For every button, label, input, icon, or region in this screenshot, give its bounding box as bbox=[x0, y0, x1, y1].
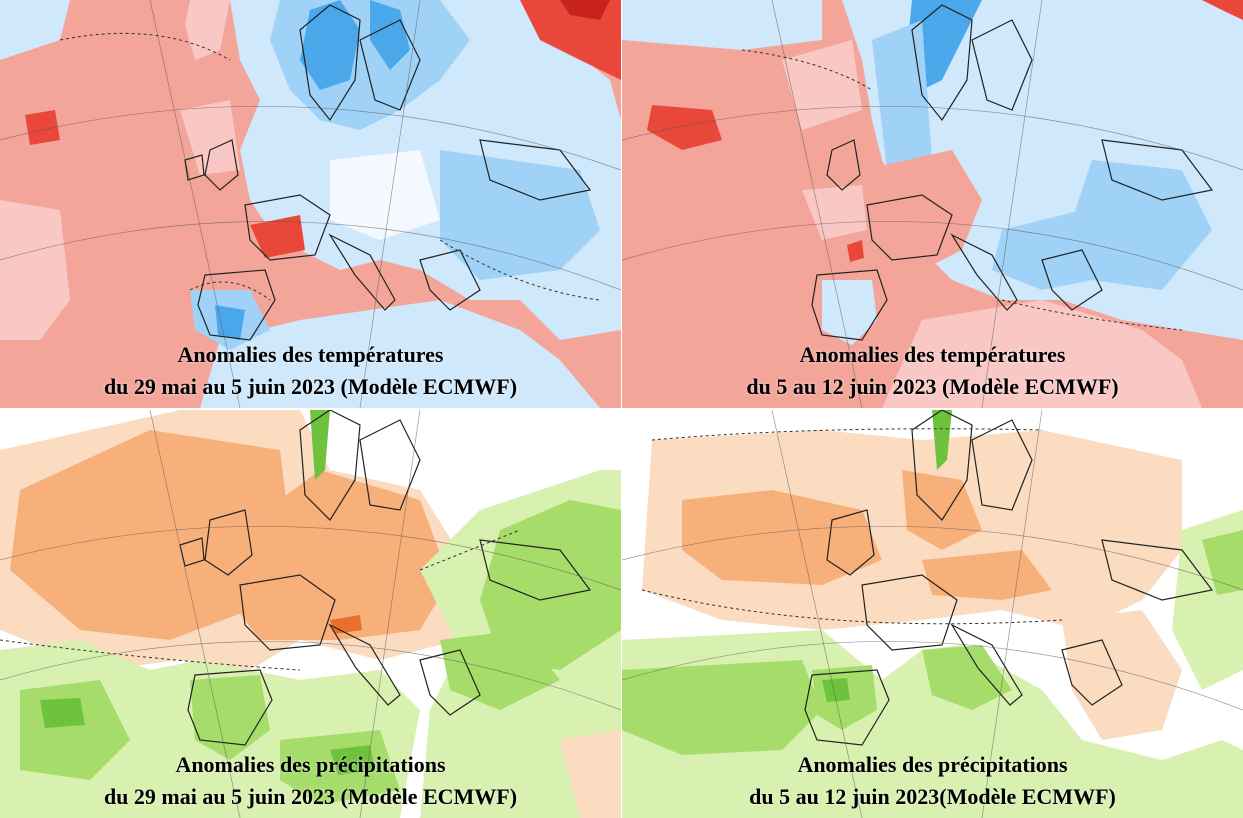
caption-title: Anomalies des températures bbox=[799, 342, 1066, 367]
precipitation-anomaly-map-week2: Anomalies des précipitations du 5 au 12 … bbox=[622, 410, 1243, 818]
map-caption: Anomalies des températures du 29 mai au … bbox=[0, 339, 621, 403]
map-caption: Anomalies des précipitations du 5 au 12 … bbox=[622, 749, 1243, 813]
caption-title: Anomalies des précipitations bbox=[175, 752, 446, 777]
temperature-anomaly-map-week1-graphic bbox=[0, 0, 621, 408]
caption-period: du 5 au 12 juin 2023(Modèle ECMWF) bbox=[749, 784, 1116, 809]
temperature-anomaly-map-week2-graphic bbox=[622, 0, 1243, 408]
temperature-anomaly-map-week2: Anomalies des températures du 5 au 12 ju… bbox=[622, 0, 1243, 408]
caption-period: du 29 mai au 5 juin 2023 (Modèle ECMWF) bbox=[103, 374, 518, 399]
caption-title: Anomalies des températures bbox=[177, 342, 444, 367]
map-caption: Anomalies des températures du 5 au 12 ju… bbox=[622, 339, 1243, 403]
map-caption: Anomalies des précipitations du 29 mai a… bbox=[0, 749, 621, 813]
caption-period: du 29 mai au 5 juin 2023 (Modèle ECMWF) bbox=[103, 784, 518, 809]
precipitation-anomaly-map-week1: Anomalies des précipitations du 29 mai a… bbox=[0, 410, 621, 818]
temperature-anomaly-map-week1: Anomalies des températures du 29 mai au … bbox=[0, 0, 621, 408]
panel-divider-horizontal bbox=[0, 408, 1243, 410]
precipitation-anomaly-map-week2-graphic bbox=[622, 410, 1243, 818]
caption-period: du 5 au 12 juin 2023 (Modèle ECMWF) bbox=[746, 374, 1119, 399]
caption-title: Anomalies des précipitations bbox=[797, 752, 1068, 777]
precipitation-anomaly-map-week1-graphic bbox=[0, 410, 621, 818]
